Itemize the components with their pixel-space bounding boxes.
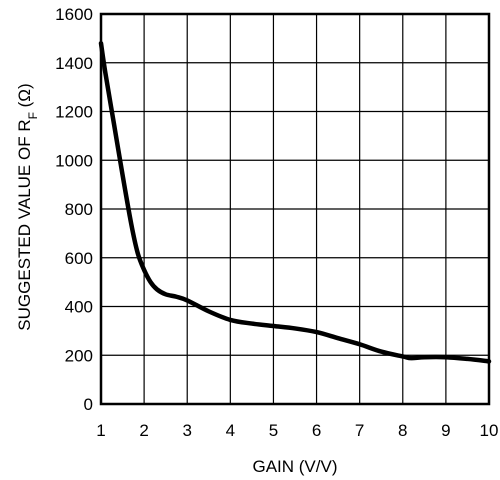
x-tick-label: 8 [398, 421, 407, 440]
x-tick-label: 5 [269, 421, 278, 440]
y-axis-label-main: SUGGESTED VALUE OF R [15, 119, 34, 330]
y-tick-label: 1400 [55, 54, 93, 73]
y-tick-labels: 0 200 400 600 800 1000 1200 1400 1600 [55, 5, 93, 414]
y-axis-label-subscript: F [26, 112, 40, 119]
y-tick-label: 1000 [55, 151, 93, 170]
x-tick-label: 6 [312, 421, 321, 440]
x-tick-labels: 1 2 3 4 5 6 7 8 9 10 [96, 421, 498, 440]
y-tick-label: 800 [65, 200, 93, 219]
x-tick-label: 7 [355, 421, 364, 440]
x-tick-label: 9 [441, 421, 450, 440]
y-tick-label: 400 [65, 298, 93, 317]
y-tick-label: 600 [65, 249, 93, 268]
x-tick-label: 3 [182, 421, 191, 440]
y-axis-label-unit: (Ω) [15, 83, 34, 112]
x-tick-label: 1 [96, 421, 105, 440]
y-tick-label: 200 [65, 346, 93, 365]
x-tick-label: 2 [139, 421, 148, 440]
series-line [98, 41, 492, 364]
x-tick-label: 10 [480, 421, 499, 440]
series-layer [98, 41, 492, 364]
y-tick-label: 0 [84, 395, 93, 414]
x-axis-label: GAIN (V/V) [252, 457, 337, 476]
y-tick-label: 1600 [55, 5, 93, 24]
y-tick-label: 1200 [55, 103, 93, 122]
y-axis-label: SUGGESTED VALUE OF RF (Ω) [15, 83, 40, 330]
grid [101, 14, 489, 404]
x-tick-label: 4 [226, 421, 235, 440]
plot-frame [99, 12, 491, 406]
